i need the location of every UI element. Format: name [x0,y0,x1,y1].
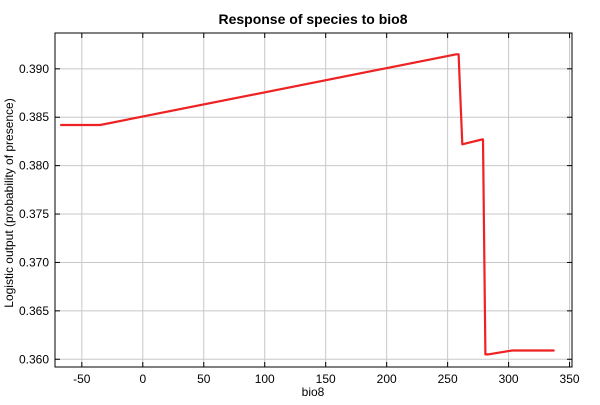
x-tick-label: 150 [316,372,336,386]
x-tick-label: 250 [438,372,458,386]
chart-title: Response of species to bio8 [218,11,407,27]
y-tick-label: 0.390 [19,62,49,76]
plot-frame [54,32,573,368]
x-axis-label: bio8 [302,385,325,399]
x-tick-label: 200 [377,372,397,386]
response-curve [59,53,555,356]
y-tick-label: 0.365 [19,304,49,318]
axes: -50 0 50 100 150 200 250 300 350 0.360 0.365 0.370 0… [19,32,580,386]
y-tick-label: 0.360 [19,352,49,366]
y-axis-label: Logistic output (probability of presence… [2,98,16,307]
x-tick-label: 100 [255,372,275,386]
x-tick-label: 50 [197,372,211,386]
grid [55,33,572,367]
x-tick-label: -50 [73,372,91,386]
x-tick-label: 300 [499,372,519,386]
series-layer [59,53,555,356]
y-tick-label: 0.385 [19,110,49,124]
y-tick-label: 0.380 [19,159,49,173]
x-tick-label: 0 [139,372,146,386]
x-tick-label: 350 [560,372,580,386]
y-tick-label: 0.370 [19,255,49,269]
y-tick-label: 0.375 [19,207,49,221]
